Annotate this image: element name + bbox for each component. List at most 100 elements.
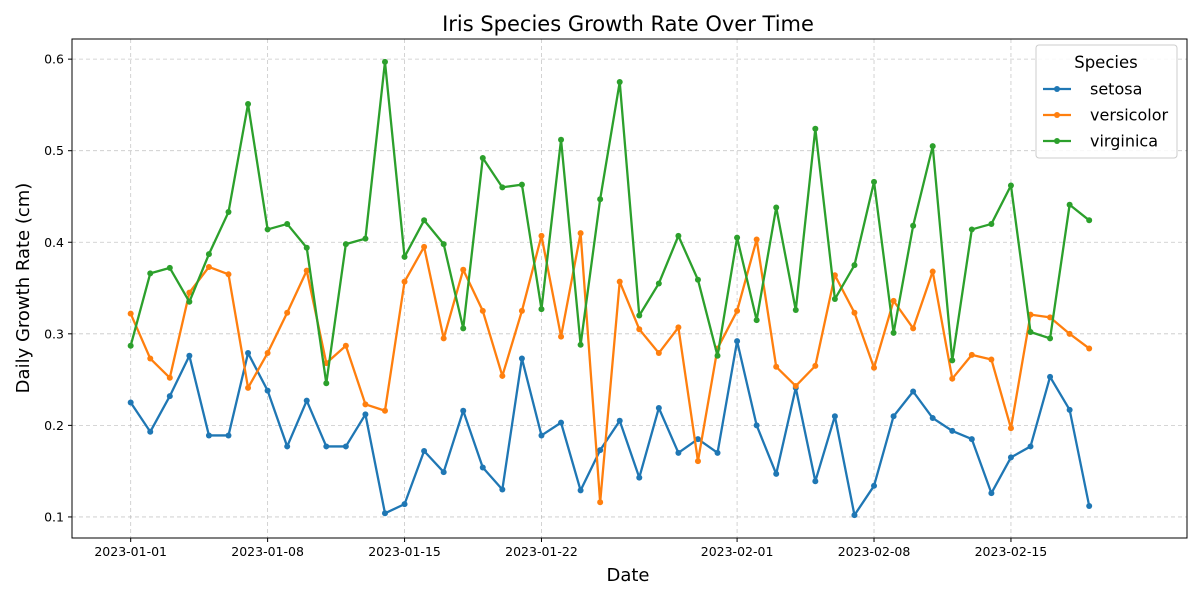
data-point-virginica <box>147 270 154 277</box>
data-point-virginica <box>538 306 545 313</box>
y-tick-label: 0.6 <box>44 52 64 67</box>
data-point-versicolor <box>968 351 975 358</box>
data-point-versicolor <box>1047 314 1054 321</box>
legend-swatch-marker <box>1054 86 1060 92</box>
data-point-setosa <box>147 428 154 435</box>
plot-frame <box>71 38 1188 539</box>
data-point-versicolor <box>303 267 310 274</box>
x-tick-label: 2023-01-08 <box>231 544 304 559</box>
data-point-versicolor <box>225 271 232 278</box>
data-point-virginica <box>166 264 173 271</box>
data-point-virginica <box>988 220 995 227</box>
data-point-setosa <box>636 474 643 481</box>
data-point-versicolor <box>284 309 291 316</box>
data-point-virginica <box>1047 335 1054 342</box>
legend-item-setosa: setosa <box>1043 80 1142 99</box>
data-point-versicolor <box>264 350 271 357</box>
data-point-versicolor <box>518 307 525 314</box>
data-point-setosa <box>401 501 408 508</box>
legend-box <box>1035 44 1178 159</box>
legend-swatch-marker <box>1054 138 1060 144</box>
data-point-setosa <box>694 436 701 443</box>
data-point-virginica <box>949 357 956 364</box>
data-point-setosa <box>558 419 565 426</box>
data-point-versicolor <box>734 307 741 314</box>
data-point-setosa <box>186 352 193 359</box>
series-line-versicolor <box>129 231 1090 504</box>
data-point-setosa <box>910 388 917 395</box>
series-setosa <box>127 338 1093 519</box>
data-point-setosa <box>968 436 975 443</box>
chart-title: Iris Species Growth Rate Over Time <box>442 12 814 36</box>
data-point-virginica <box>734 234 741 241</box>
data-point-versicolor <box>1007 425 1014 432</box>
data-point-setosa <box>1066 406 1073 413</box>
data-point-virginica <box>910 222 917 229</box>
data-point-virginica <box>558 136 565 143</box>
y-tick-label: 0.2 <box>44 418 64 433</box>
data-point-versicolor <box>597 499 604 506</box>
data-point-setosa <box>225 432 232 439</box>
legend-item-virginica: virginica <box>1043 132 1158 151</box>
data-point-virginica <box>792 307 799 314</box>
data-point-versicolor <box>871 364 878 371</box>
data-point-setosa <box>362 411 369 418</box>
data-point-setosa <box>245 350 252 357</box>
data-point-setosa <box>577 487 584 494</box>
data-point-versicolor <box>460 266 467 273</box>
data-point-setosa <box>538 432 545 439</box>
legend-swatch-marker <box>1054 112 1060 118</box>
data-point-setosa <box>929 415 936 422</box>
data-point-virginica <box>1086 217 1093 224</box>
x-axis: 2023-01-01 2023-01-08 2023-01-15 2023-01-22… <box>94 538 1047 559</box>
x-tick-label: 2023-02-08 <box>838 544 911 559</box>
data-point-virginica <box>851 262 858 269</box>
data-point-virginica <box>381 58 388 65</box>
data-point-versicolor <box>440 335 447 342</box>
data-point-versicolor <box>245 384 252 391</box>
data-point-versicolor <box>401 278 408 285</box>
data-point-virginica <box>929 143 936 150</box>
data-point-versicolor <box>851 309 858 316</box>
series-line-setosa <box>129 339 1091 517</box>
data-point-virginica <box>812 125 819 132</box>
data-point-virginica <box>127 342 134 349</box>
data-point-versicolor <box>949 375 956 382</box>
data-point-setosa <box>871 482 878 489</box>
data-point-virginica <box>694 276 701 283</box>
data-point-virginica <box>890 329 897 336</box>
data-point-versicolor <box>147 355 154 362</box>
data-point-versicolor <box>577 230 584 237</box>
data-point-setosa <box>518 355 525 362</box>
data-point-versicolor <box>362 401 369 408</box>
data-point-virginica <box>303 244 310 251</box>
data-point-versicolor <box>812 362 819 369</box>
data-point-versicolor <box>127 310 134 317</box>
legend-item-versicolor: versicolor <box>1043 106 1168 125</box>
data-point-versicolor <box>421 243 428 250</box>
data-point-virginica <box>597 196 604 203</box>
data-point-versicolor <box>342 342 349 349</box>
data-point-virginica <box>675 232 682 239</box>
data-point-setosa <box>1007 454 1014 461</box>
data-point-virginica <box>284 220 291 227</box>
data-point-setosa <box>440 469 447 476</box>
data-point-setosa <box>616 417 623 424</box>
data-point-setosa <box>812 478 819 485</box>
data-point-setosa <box>342 443 349 450</box>
data-point-setosa <box>127 399 134 406</box>
x-tick-label: 2023-01-22 <box>505 544 578 559</box>
series-versicolor <box>127 230 1093 506</box>
series-line-virginica <box>129 60 1090 385</box>
x-tick-label: 2023-01-15 <box>368 544 441 559</box>
legend-items: setosa versicolor virginica <box>1043 80 1168 151</box>
data-point-virginica <box>440 241 447 248</box>
x-axis-title: Date <box>606 565 649 586</box>
data-point-virginica <box>245 101 252 108</box>
data-point-setosa <box>714 449 721 456</box>
data-point-setosa <box>831 413 838 420</box>
data-point-virginica <box>460 325 467 332</box>
data-point-virginica <box>871 178 878 185</box>
data-point-versicolor <box>773 363 780 370</box>
